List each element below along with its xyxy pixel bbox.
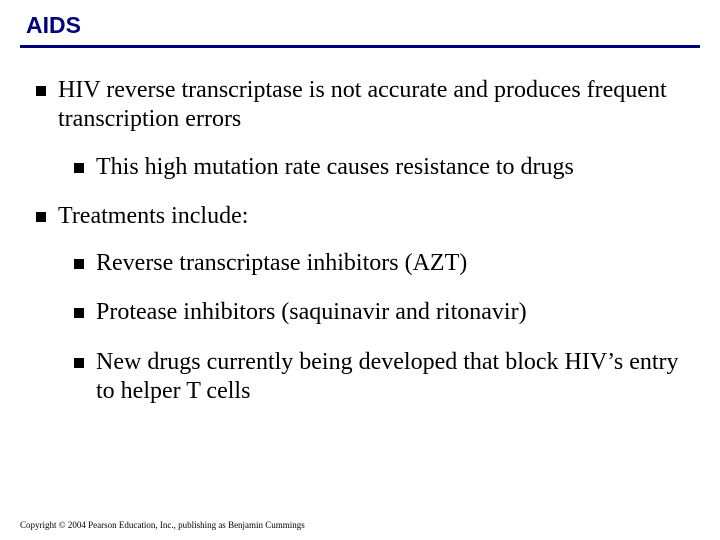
bullet-text: Treatments include:	[58, 202, 690, 231]
page-title: AIDS	[26, 12, 700, 39]
bullet-level1: Treatments include:	[36, 202, 690, 231]
bullet-level1: HIV reverse transcriptase is not accurat…	[36, 76, 690, 135]
bullet-text: HIV reverse transcriptase is not accurat…	[58, 76, 690, 135]
square-bullet-icon	[74, 163, 84, 173]
square-bullet-icon	[74, 259, 84, 269]
square-bullet-icon	[36, 212, 46, 222]
slide-content: HIV reverse transcriptase is not accurat…	[20, 76, 700, 406]
bullet-text: New drugs currently being developed that…	[96, 348, 690, 407]
bullet-text: This high mutation rate causes resistanc…	[96, 153, 690, 182]
square-bullet-icon	[74, 308, 84, 318]
bullet-level2: This high mutation rate causes resistanc…	[74, 153, 690, 182]
bullet-text: Reverse transcriptase inhibitors (AZT)	[96, 249, 690, 278]
square-bullet-icon	[74, 358, 84, 368]
square-bullet-icon	[36, 86, 46, 96]
bullet-level2: New drugs currently being developed that…	[74, 348, 690, 407]
slide: AIDS HIV reverse transcriptase is not ac…	[0, 0, 720, 540]
bullet-level2: Reverse transcriptase inhibitors (AZT)	[74, 249, 690, 278]
bullet-text: Protease inhibitors (saquinavir and rito…	[96, 298, 690, 327]
copyright-text: Copyright © 2004 Pearson Education, Inc.…	[20, 520, 305, 530]
title-underline	[20, 45, 700, 48]
bullet-level2: Protease inhibitors (saquinavir and rito…	[74, 298, 690, 327]
